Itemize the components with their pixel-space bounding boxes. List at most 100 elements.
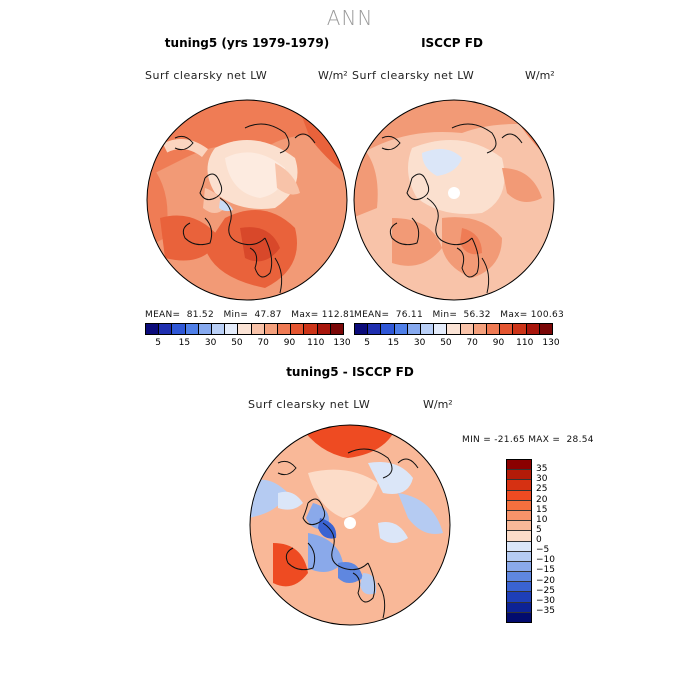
- colorbar-swatch: [185, 324, 199, 334]
- colorbar-tick-label: 15: [387, 338, 400, 348]
- colorbar-tick-label: −30: [536, 595, 555, 606]
- colorbar-swatch: [238, 324, 252, 334]
- colorbar-swatch: [507, 500, 531, 511]
- colorbar-tick-label: 35: [536, 464, 548, 475]
- colorbar-tick-label: 110: [516, 338, 534, 348]
- colorbar-swatch: [513, 324, 527, 334]
- colorbar-swatch: [507, 510, 531, 522]
- colorbar-swatch: [368, 324, 382, 334]
- colorbar-swatch: [434, 324, 448, 334]
- stats-line-model: MEAN= 81.52 Min= 47.87 Max= 112.81: [145, 310, 356, 320]
- colorbar-tick-label: 20: [536, 494, 548, 505]
- colorbar-swatch: [526, 324, 540, 334]
- colorbar-tick-label: −25: [536, 585, 555, 596]
- colorbar-swatch: [460, 324, 474, 334]
- colorbar-swatch: [507, 460, 531, 471]
- colorbar-ticks-obs: 5 15 30 50 70 90 110 130: [354, 338, 559, 350]
- colorbar-model: [145, 323, 344, 335]
- max-value: 112.81: [321, 310, 356, 320]
- mean-value: 81.52: [186, 310, 214, 320]
- colorbar-swatch: [507, 480, 531, 491]
- colorbar-swatch: [507, 551, 531, 562]
- colorbar-tick-label: 130: [333, 338, 351, 348]
- colorbar-swatch: [507, 490, 531, 501]
- colorbar-swatch: [172, 324, 186, 334]
- colorbar-swatch: [507, 561, 531, 573]
- colorbar-tick-label: 5: [155, 338, 161, 348]
- colorbar-tick-label: 30: [413, 338, 426, 348]
- polar-map-diff: [249, 424, 451, 626]
- max-value: 100.63: [530, 310, 565, 320]
- colorbar-swatch: [291, 324, 305, 334]
- colorbar-tick-label: 15: [178, 338, 191, 348]
- colorbar-tick-label: 50: [231, 338, 243, 348]
- min-value: 47.87: [254, 310, 282, 320]
- units-label-obs: W/m²: [525, 69, 555, 82]
- colorbar-ticks-model: 5 15 30 50 70 90 110 130: [145, 338, 350, 350]
- colorbar-swatch: [355, 324, 369, 334]
- page-title: ANN: [326, 6, 374, 30]
- panel-title-diff: tuning5 - ISCCP FD: [286, 365, 414, 379]
- colorbar-swatch: [159, 324, 173, 334]
- colorbar-swatch: [407, 324, 422, 334]
- variable-label-model: Surf clearsky net LW: [145, 69, 268, 82]
- colorbar-swatch: [507, 572, 531, 583]
- colorbar-swatch: [507, 612, 531, 622]
- colorbar-swatch: [251, 324, 265, 334]
- colorbar-swatch: [225, 324, 239, 334]
- colorbar-swatch: [212, 324, 226, 334]
- stats-line-obs: MEAN= 76.11 Min= 56.32 Max= 100.63: [354, 310, 565, 320]
- colorbar-swatch: [500, 324, 514, 334]
- colorbar-swatch: [198, 324, 213, 334]
- colorbar-swatch: [507, 531, 531, 542]
- colorbar-tick-label: 15: [536, 504, 548, 515]
- colorbar-tick-label: −5: [536, 545, 550, 556]
- colorbar-swatch: [394, 324, 408, 334]
- colorbar-swatch: [264, 324, 279, 334]
- colorbar-swatch: [330, 324, 344, 334]
- colorbar-tick-label: 90: [283, 338, 296, 348]
- colorbar-tick-label: −20: [536, 575, 555, 586]
- colorbar-tick-label: 25: [536, 484, 548, 495]
- colorbar-swatch: [146, 324, 160, 334]
- min-value: -21.65: [494, 435, 526, 445]
- colorbar-tick-label: 130: [542, 338, 560, 348]
- colorbar-swatch: [473, 324, 488, 334]
- colorbar-swatch: [507, 602, 531, 613]
- colorbar-swatch: [539, 324, 553, 334]
- colorbar-tick-label: −10: [536, 555, 555, 566]
- colorbar-tick-label: 30: [536, 474, 548, 485]
- colorbar-tick-label: 50: [440, 338, 452, 348]
- colorbar-swatch: [507, 541, 531, 552]
- colorbar-swatch: [487, 324, 501, 334]
- colorbar-ticks-diff: 35 30 25 20 15 10 5 0 −5 −10 −15 −20 −25 −30 −35: [536, 459, 566, 621]
- colorbar-swatch: [447, 324, 461, 334]
- variable-label-obs: Surf clearsky net LW: [352, 69, 475, 82]
- colorbar-tick-label: 70: [257, 338, 269, 348]
- variable-label-diff: Surf clearsky net LW: [248, 398, 371, 411]
- min-value: 56.32: [463, 310, 491, 320]
- stats-line-diff: MIN = -21.65 MAX = 28.54: [462, 435, 594, 445]
- colorbar-tick-label: 30: [204, 338, 217, 348]
- colorbar-swatch: [304, 324, 318, 334]
- colorbar-tick-label: 5: [364, 338, 370, 348]
- colorbar-swatch: [317, 324, 331, 334]
- colorbar-tick-label: 70: [466, 338, 478, 348]
- colorbar-tick-label: 0: [536, 535, 542, 545]
- mean-value: 76.11: [395, 310, 423, 320]
- colorbar-tick-label: 90: [492, 338, 505, 348]
- colorbar-swatch: [507, 521, 531, 532]
- colorbar-swatch: [381, 324, 395, 334]
- colorbar-tick-label: 110: [307, 338, 325, 348]
- polar-map-model: [146, 99, 348, 301]
- colorbar-tick-label: −35: [536, 605, 555, 616]
- colorbar-swatch: [507, 582, 531, 593]
- panel-title-obs: ISCCP FD: [421, 36, 483, 50]
- units-label-diff: W/m²: [423, 398, 453, 411]
- colorbar-swatch: [278, 324, 292, 334]
- colorbar-tick-label: 5: [536, 524, 542, 535]
- colorbar-swatch: [507, 592, 531, 603]
- units-label-model: W/m²: [318, 69, 348, 82]
- colorbar-tick-label: −15: [536, 565, 555, 576]
- panel-title-model: tuning5 (yrs 1979-1979): [164, 36, 330, 50]
